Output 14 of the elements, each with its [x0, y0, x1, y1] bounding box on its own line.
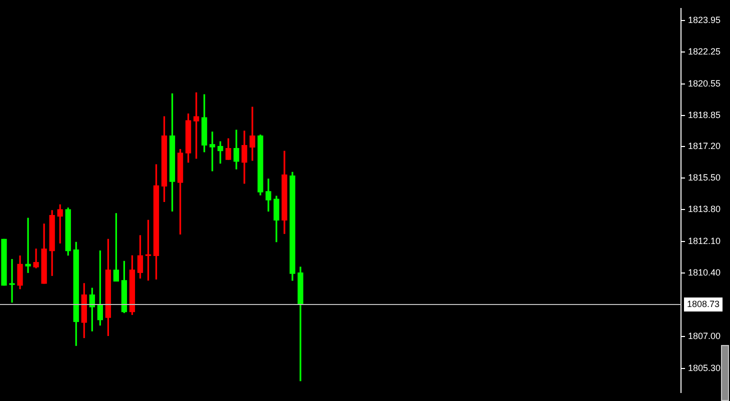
- y-tick-label: 1823.95: [688, 14, 721, 25]
- candlestick: [25, 218, 31, 273]
- y-tick-label: 1807.00: [688, 331, 721, 342]
- y-tick-label: 1813.80: [688, 204, 721, 214]
- y-tick-label: 1805.30: [688, 362, 721, 373]
- ref-line-label: 1808.73: [687, 298, 720, 309]
- y-tick-label: 1818.85: [688, 110, 721, 120]
- y-tick-label: 1810.40: [688, 268, 721, 278]
- y-tick-label: 1820.55: [688, 78, 721, 88]
- y-tick-label: 1812.10: [688, 236, 721, 246]
- y-tick-label: 1822.25: [688, 46, 721, 57]
- y-tick-label: 1817.20: [688, 140, 721, 151]
- y-tick-label: 1815.50: [688, 172, 721, 182]
- candlestick: [9, 259, 15, 303]
